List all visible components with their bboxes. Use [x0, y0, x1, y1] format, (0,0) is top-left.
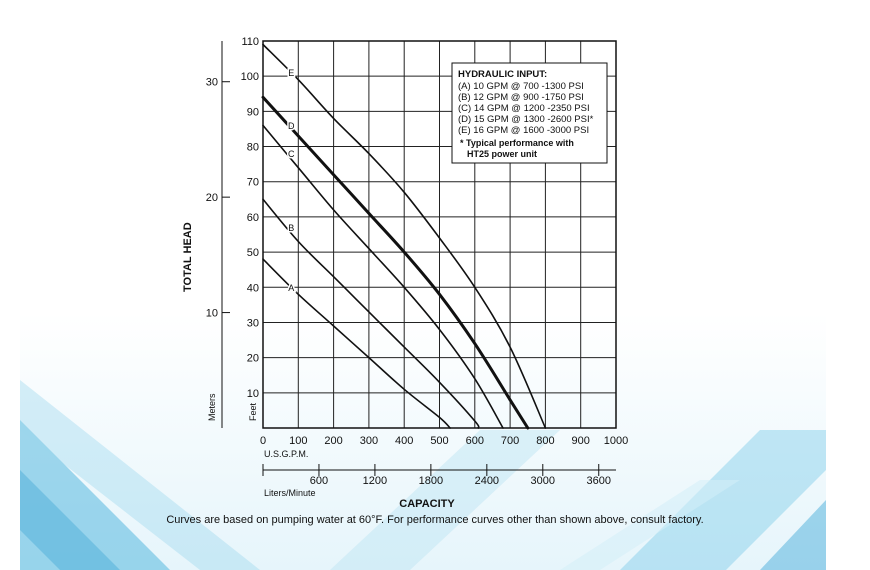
y-tick-label: 10	[247, 388, 259, 400]
legend-box: HYDRAULIC INPUT: (A) 10 GPM @ 700 -1300 …	[451, 62, 608, 164]
y-tick-label: 60	[247, 212, 259, 224]
x-tick-label: 700	[501, 435, 519, 447]
legend-title: HYDRAULIC INPUT:	[458, 69, 547, 80]
x-tick-label: 100	[289, 435, 307, 447]
legend-entry-b: (B) 12 GPM @ 900 -1750 PSI	[458, 92, 584, 103]
curve-label-d: D	[288, 121, 295, 131]
y-tick-label: 110	[241, 36, 259, 48]
legend-entry-e: (E) 16 GPM @ 1600 -3000 PSI	[458, 125, 589, 136]
liters-tick-label: 1800	[419, 475, 443, 487]
liters-tick-label: 1200	[363, 475, 387, 487]
x-unit-liters: Liters/Minute	[264, 488, 316, 498]
curve-b	[262, 198, 480, 429]
x-axis-title: CAPACITY	[399, 498, 455, 510]
x-tick-label: 1000	[604, 435, 628, 447]
y-unit-feet: Feet	[248, 402, 258, 421]
y-tick-label: 100	[241, 71, 259, 83]
x-tick-label: 0	[260, 435, 266, 447]
x-axis-liters-ticks: 600 1200 1800 2400 3000 3600	[262, 464, 611, 487]
liters-tick-label: 600	[310, 475, 328, 487]
x-axis-gpm-ticks: 0 100 200 300 400 500 600 700 800 900 1000	[260, 435, 628, 447]
y-tick-label: 50	[247, 247, 259, 259]
legend-entry-a: (A) 10 GPM @ 700 -1300 PSI	[458, 81, 584, 92]
liters-tick-label: 3600	[587, 475, 611, 487]
y-axis-meters-ticks: 10 20 30	[206, 77, 230, 320]
x-tick-label: 300	[360, 435, 378, 447]
x-tick-label: 400	[395, 435, 413, 447]
meters-tick-label: 10	[206, 308, 218, 320]
y-axis-title: TOTAL HEAD	[182, 222, 194, 292]
curve-label-a: A	[288, 283, 294, 293]
legend-entry-c: (C) 14 GPM @ 1200 -2350 PSI	[458, 103, 590, 114]
curves: A B C D E	[261, 43, 547, 430]
meters-tick-label: 20	[206, 192, 218, 204]
x-tick-label: 200	[324, 435, 342, 447]
liters-tick-label: 2400	[475, 475, 499, 487]
y-tick-label: 40	[247, 282, 259, 294]
liters-tick-label: 3000	[531, 475, 555, 487]
meters-tick-label: 30	[206, 77, 218, 89]
y-tick-label: 70	[247, 177, 259, 189]
curve-d	[261, 95, 530, 430]
x-tick-label: 600	[466, 435, 484, 447]
curve-label-e: E	[288, 68, 294, 78]
y-tick-label: 20	[247, 353, 259, 365]
curve-label-c: C	[288, 149, 295, 159]
y-unit-meters: Meters	[207, 393, 217, 421]
curve-a	[262, 258, 451, 429]
legend-note-line1: * Typical performance with	[460, 138, 574, 148]
curve-c	[262, 124, 504, 429]
y-tick-label: 80	[247, 142, 259, 154]
footnote: Curves are based on pumping water at 60°…	[166, 514, 704, 526]
x-tick-label: 800	[536, 435, 554, 447]
curve-e	[262, 43, 547, 429]
curve-label-b: B	[288, 223, 294, 233]
grid-lines	[263, 40, 617, 428]
x-tick-label: 500	[430, 435, 448, 447]
y-tick-label: 30	[247, 317, 259, 329]
legend-entry-d: (D) 15 GPM @ 1300 -2600 PSI*	[458, 114, 594, 125]
x-unit-gpm: U.S.G.P.M.	[264, 449, 308, 459]
x-tick-label: 900	[572, 435, 590, 447]
y-axis-feet-ticks: 10 20 30 40 50 60 70 80 90 100 110	[241, 36, 259, 400]
y-tick-label: 90	[247, 106, 259, 118]
plot-frame	[262, 40, 617, 429]
legend-note-line2: HT25 power unit	[467, 149, 537, 159]
